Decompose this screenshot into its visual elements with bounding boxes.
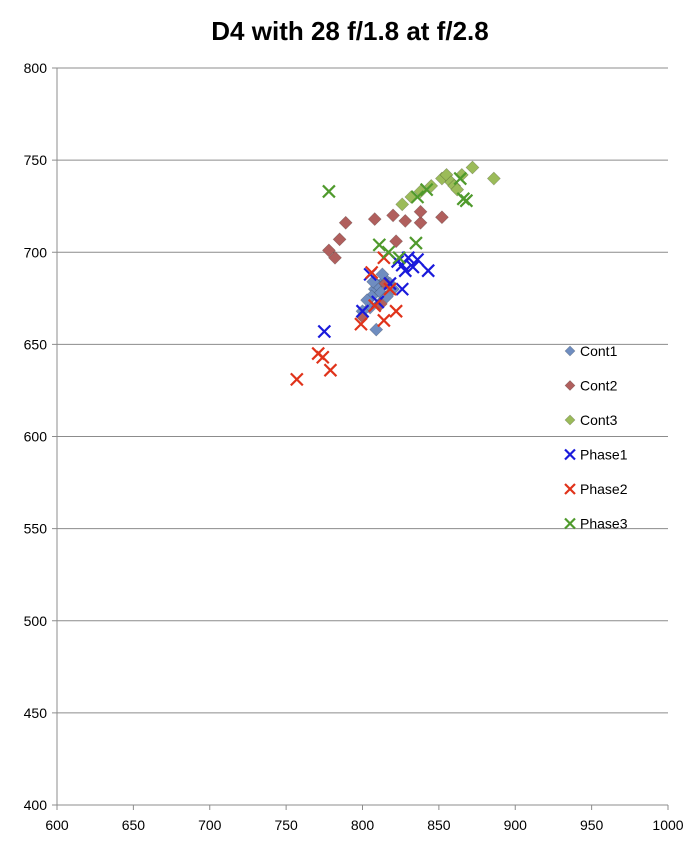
point-phase1 xyxy=(355,304,370,318)
point-cont3 xyxy=(486,171,501,186)
legend-marker-cont2 xyxy=(564,380,576,391)
point-phase3 xyxy=(381,245,396,260)
point-phase1 xyxy=(395,282,409,296)
point-phase1 xyxy=(410,252,425,267)
point-phase2 xyxy=(323,363,338,377)
point-phase2 xyxy=(367,298,382,313)
point-cont2 xyxy=(386,208,400,223)
y-tick-label: 750 xyxy=(24,152,48,168)
legend-marker-phase2 xyxy=(564,483,576,495)
point-cont1 xyxy=(366,274,381,289)
point-phase2 xyxy=(354,317,368,331)
point-phase2 xyxy=(389,304,403,318)
legend-label-phase3: Phase3 xyxy=(580,516,628,532)
legend-label-phase1: Phase1 xyxy=(580,447,628,463)
y-tick-label: 800 xyxy=(24,60,48,76)
legend-label-cont3: Cont3 xyxy=(580,412,618,428)
x-tick-label: 800 xyxy=(351,817,375,833)
y-tick-label: 600 xyxy=(24,429,48,445)
point-phase3 xyxy=(419,182,434,197)
y-tick-label: 550 xyxy=(24,521,48,537)
point-phase2 xyxy=(364,265,379,280)
legend-marker-cont1 xyxy=(564,345,576,357)
point-phase1 xyxy=(395,258,409,272)
point-cont2 xyxy=(367,212,382,227)
point-cont2 xyxy=(389,234,404,249)
legend-entry-phase2: Phase2 xyxy=(564,481,628,497)
legend-marker-phase3 xyxy=(564,517,576,530)
y-tick-label: 400 xyxy=(24,797,48,813)
chart-title: D4 with 28 f/1.8 at f/2.8 xyxy=(211,16,489,46)
x-tick-labels: 600 650 700 750 800 850 900 950 1000 xyxy=(45,817,683,833)
legend-marker-phase1 xyxy=(564,448,576,461)
axes xyxy=(52,67,669,810)
point-phase1 xyxy=(317,324,332,339)
point-cont2 xyxy=(435,210,449,225)
legend-label-cont2: Cont2 xyxy=(580,378,618,394)
point-cont3 xyxy=(395,197,410,212)
x-tick-label: 750 xyxy=(274,817,298,833)
point-phase3 xyxy=(453,171,468,186)
point-phase2 xyxy=(290,372,304,387)
legend-marker-cont3 xyxy=(564,414,576,426)
point-cont3 xyxy=(450,182,465,197)
point-cont1 xyxy=(369,322,384,337)
legend-label-phase2: Phase2 xyxy=(580,481,628,497)
gridlines xyxy=(57,67,668,714)
y-tick-label: 650 xyxy=(24,336,48,352)
point-phase2 xyxy=(383,282,397,296)
point-phase2 xyxy=(377,313,391,328)
point-cont2 xyxy=(328,250,342,265)
data-points xyxy=(290,160,501,387)
x-tick-label: 900 xyxy=(504,817,528,833)
x-tick-label: 1000 xyxy=(652,817,683,833)
point-phase3 xyxy=(392,250,406,265)
legend-entry-phase1: Phase1 xyxy=(564,447,628,463)
legend-entry-cont2: Cont2 xyxy=(564,378,618,394)
y-tick-label: 700 xyxy=(24,244,48,260)
point-phase3 xyxy=(410,190,425,204)
point-phase1 xyxy=(383,276,397,291)
legend: Cont1 Cont2 Cont3 Phase1 Phase2 Phase3 xyxy=(564,343,628,532)
point-phase1 xyxy=(421,263,435,278)
point-phase1 xyxy=(406,260,420,274)
point-cont2 xyxy=(332,232,347,247)
x-tick-label: 700 xyxy=(198,817,222,833)
legend-entry-cont3: Cont3 xyxy=(564,412,618,428)
x-tick-label: 650 xyxy=(122,817,146,833)
x-tick-label: 850 xyxy=(427,817,451,833)
point-cont2 xyxy=(398,214,413,228)
point-cont2 xyxy=(338,215,353,230)
point-cont2 xyxy=(321,243,336,258)
point-cont2 xyxy=(413,215,428,230)
x-tick-label: 950 xyxy=(580,817,604,833)
legend-label-cont1: Cont1 xyxy=(580,343,618,359)
legend-entry-phase3: Phase3 xyxy=(564,516,628,532)
point-phase2 xyxy=(316,350,330,365)
point-phase3 xyxy=(409,236,423,250)
point-phase3 xyxy=(372,238,387,252)
legend-entry-cont1: Cont1 xyxy=(564,343,618,359)
y-tick-label: 450 xyxy=(24,705,48,721)
point-phase3 xyxy=(459,193,474,208)
point-cont2 xyxy=(413,204,428,219)
y-tick-labels: 400 450 500 550 600 650 700 750 800 xyxy=(24,60,48,813)
point-cont1 xyxy=(380,289,394,304)
point-phase3 xyxy=(322,184,336,199)
point-cont3 xyxy=(465,160,480,175)
y-tick-label: 500 xyxy=(24,613,48,629)
x-tick-label: 600 xyxy=(45,817,69,833)
